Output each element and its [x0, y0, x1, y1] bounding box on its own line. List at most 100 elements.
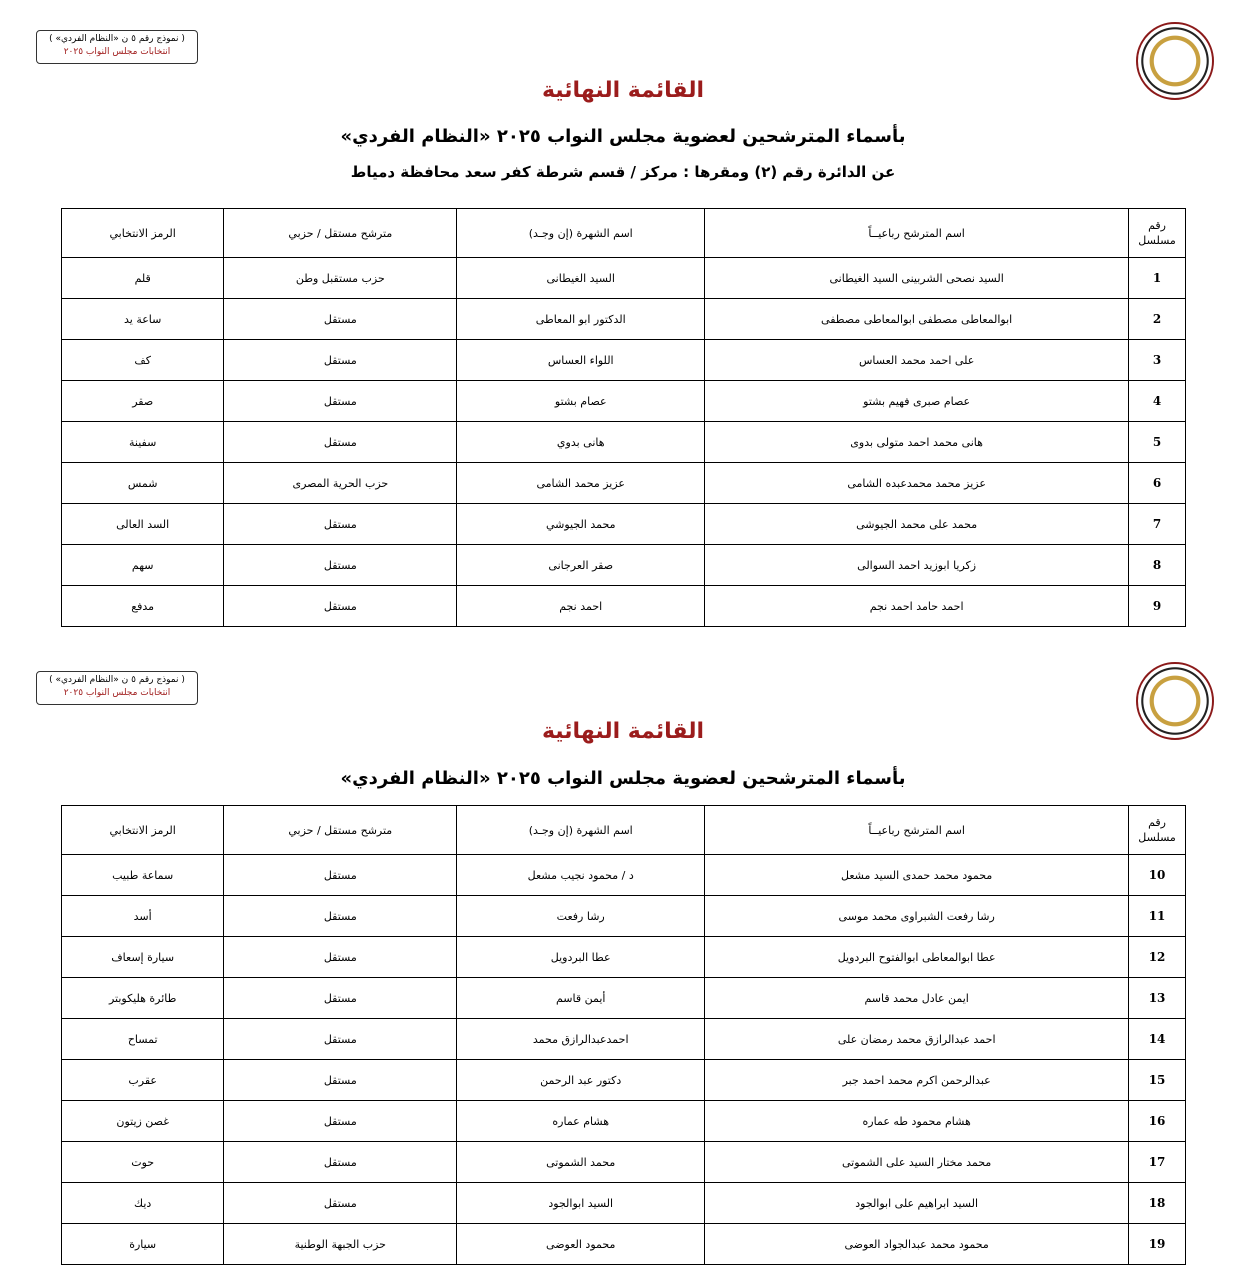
table-cell: محمد الشموتى — [456, 1141, 706, 1183]
table-cell: 16 — [1128, 1100, 1186, 1142]
table-cell: 13 — [1128, 977, 1186, 1019]
table-cell: مستقل — [223, 421, 458, 463]
table-cell: محمد مختار السيد على الشموتى — [704, 1141, 1130, 1183]
table-row: 2 ابوالمعاطى مصطفى ابوالمعاطى مصطفى الدكتو… — [60, 298, 1186, 340]
table-cell: دكتور عبد الرحمن — [456, 1059, 706, 1101]
table-cell: د / محمود نجيب مشعل — [456, 854, 706, 896]
table-cell: السيد الغيطانى — [456, 257, 706, 299]
column-header: رقم مسلسل — [1128, 208, 1186, 258]
candidates-table-1: رقم مسلسل اسم المترشح رباعيــاً اسم الشهرة… — [60, 208, 1186, 627]
table-cell: رشا رفعت الشبراوى محمد موسى — [704, 895, 1130, 937]
table-row: 6 عزيز محمد محمدعبده الشامى عزيز محمد الشا… — [60, 462, 1186, 504]
table-cell: مستقل — [223, 1059, 458, 1101]
table-cell: سماعة طبيب — [60, 854, 225, 896]
table-cell: حزب الجبهة الوطنية — [223, 1223, 458, 1265]
page-title: القائمة النهائية — [541, 78, 705, 103]
table-cell: مستقل — [223, 854, 458, 896]
table-cell: صقر العرجانى — [456, 544, 706, 586]
table-cell: سهم — [60, 544, 225, 586]
table-row: 15 عبدالرحمن اكرم محمد احمد جبر دكتور عبد … — [60, 1059, 1186, 1101]
table-row: 14 احمد عبدالرازق محمد رمضان على احمدعبدال… — [60, 1018, 1186, 1060]
table-cell: 5 — [1128, 421, 1186, 463]
table-cell: محمود محمد عبدالجواد العوضى — [704, 1223, 1130, 1265]
table-cell: قلم — [60, 257, 225, 299]
table-cell: اللواء العساس — [456, 339, 706, 381]
table-row: 18 السيد ابراهيم على ابوالجود السيد ابوالج… — [60, 1182, 1186, 1224]
table-cell: محمود العوضى — [456, 1223, 706, 1265]
election-authority-logo — [1136, 662, 1214, 740]
table-cell: حوت — [60, 1141, 225, 1183]
table-cell: 18 — [1128, 1182, 1186, 1224]
table-cell: السيد ابراهيم على ابوالجود — [704, 1182, 1130, 1224]
table-row: 3 على احمد محمد العساس اللواء العساس مستقل ك… — [60, 339, 1186, 381]
table-row: 8 زكريا ابوزيد احمد السوالى صقر العرجانى مس… — [60, 544, 1186, 586]
table-cell: 12 — [1128, 936, 1186, 978]
table-cell: مستقل — [223, 298, 458, 340]
table-cell: 1 — [1128, 257, 1186, 299]
table-cell: سيارة — [60, 1223, 225, 1265]
table-cell: مدفع — [60, 585, 225, 627]
table-row: 10 محمود محمد حمدى السيد مشعل د / محمود نج… — [60, 854, 1186, 896]
table-cell: محمود محمد حمدى السيد مشعل — [704, 854, 1130, 896]
table-cell: عطا ابوالمعاطى ابوالفتوح البردويل — [704, 936, 1130, 978]
column-header: اسم الشهرة (إن وجـد) — [456, 208, 706, 258]
table-header-row: رقم مسلسل اسم المترشح رباعيــاً اسم الشهرة… — [60, 805, 1186, 855]
page-subtitle: بأسماء المترشحين لعضوية مجلس النواب ٢٠٢٥… — [340, 126, 906, 147]
table-cell: ساعة يد — [60, 298, 225, 340]
table-cell: مستقل — [223, 380, 458, 422]
table-header-row: رقم مسلسل اسم المترشح رباعيــاً اسم الشهرة… — [60, 208, 1186, 258]
table-cell: مستقل — [223, 1100, 458, 1142]
table-row: 13 ايمن عادل محمد قاسم أيمن قاسم مستقل طائرة… — [60, 977, 1186, 1019]
table-cell: مستقل — [223, 503, 458, 545]
table-row: 9 احمد حامد احمد نجم احمد نجم مستقل مدفع — [60, 585, 1186, 627]
column-header: اسم المترشح رباعيــاً — [704, 805, 1130, 855]
table-cell: احمد عبدالرازق محمد رمضان على — [704, 1018, 1130, 1060]
page-subtitle: بأسماء المترشحين لعضوية مجلس النواب ٢٠٢٥… — [340, 768, 906, 789]
form-label-box: ( نموذج رقم ٥ ن «النظام الفردي» ) انتخابا… — [36, 671, 198, 705]
table-cell: 19 — [1128, 1223, 1186, 1265]
table-cell: كف — [60, 339, 225, 381]
table-row: 1 السيد نصحى الشربينى السيد الغيطانى السيد… — [60, 257, 1186, 299]
table-cell: 8 — [1128, 544, 1186, 586]
table-cell: محمد على محمد الجيوشى — [704, 503, 1130, 545]
table-cell: 10 — [1128, 854, 1186, 896]
table-row: 12 عطا ابوالمعاطى ابوالفتوح البردويل عطا ا… — [60, 936, 1186, 978]
table-row: 5 هانى محمد احمد متولى بدوى هانى بدوي مستقل… — [60, 421, 1186, 463]
table-cell: مستقل — [223, 1182, 458, 1224]
table-cell: مستقل — [223, 1141, 458, 1183]
table-cell: مستقل — [223, 544, 458, 586]
table-cell: مستقل — [223, 1018, 458, 1060]
table-cell: أسد — [60, 895, 225, 937]
table-cell: عزيز محمد الشامى — [456, 462, 706, 504]
table-cell: هشام محمود طه عماره — [704, 1100, 1130, 1142]
form-label-box: ( نموذج رقم ٥ ن «النظام الفردي» ) انتخابا… — [36, 30, 198, 64]
table-cell: ايمن عادل محمد قاسم — [704, 977, 1130, 1019]
table-row: 7 محمد على محمد الجيوشى محمد الجيوشي مستقل ا… — [60, 503, 1186, 545]
election-authority-logo — [1136, 22, 1214, 100]
table-cell: 3 — [1128, 339, 1186, 381]
table-cell: هشام عماره — [456, 1100, 706, 1142]
table-cell: السيد ابوالجود — [456, 1182, 706, 1224]
table-cell: 9 — [1128, 585, 1186, 627]
table-cell: 7 — [1128, 503, 1186, 545]
table-cell: محمد الجيوشي — [456, 503, 706, 545]
table-cell: 11 — [1128, 895, 1186, 937]
table-cell: مستقل — [223, 895, 458, 937]
column-header: مترشح مستقل / حزبي — [223, 805, 458, 855]
table-row: 4 عصام صبرى فهيم بشتو عصام بشتو مستقل صقر — [60, 380, 1186, 422]
table-cell: مستقل — [223, 977, 458, 1019]
table-row: 11 رشا رفعت الشبراوى محمد موسى رشا رفعت مست… — [60, 895, 1186, 937]
column-header: الرمز الانتخابي — [60, 208, 225, 258]
table-cell: غصن زيتون — [60, 1100, 225, 1142]
table-cell: احمد نجم — [456, 585, 706, 627]
table-cell: 14 — [1128, 1018, 1186, 1060]
table-cell: هانى محمد احمد متولى بدوى — [704, 421, 1130, 463]
table-cell: حزب مستقبل وطن — [223, 257, 458, 299]
table-row: 16 هشام محمود طه عماره هشام عماره مستقل غصن … — [60, 1100, 1186, 1142]
table-cell: 17 — [1128, 1141, 1186, 1183]
table-cell: السد العالى — [60, 503, 225, 545]
table-cell: ديك — [60, 1182, 225, 1224]
table-cell: 2 — [1128, 298, 1186, 340]
table-cell: حزب الحرية المصرى — [223, 462, 458, 504]
table-cell: سيارة إسعاف — [60, 936, 225, 978]
